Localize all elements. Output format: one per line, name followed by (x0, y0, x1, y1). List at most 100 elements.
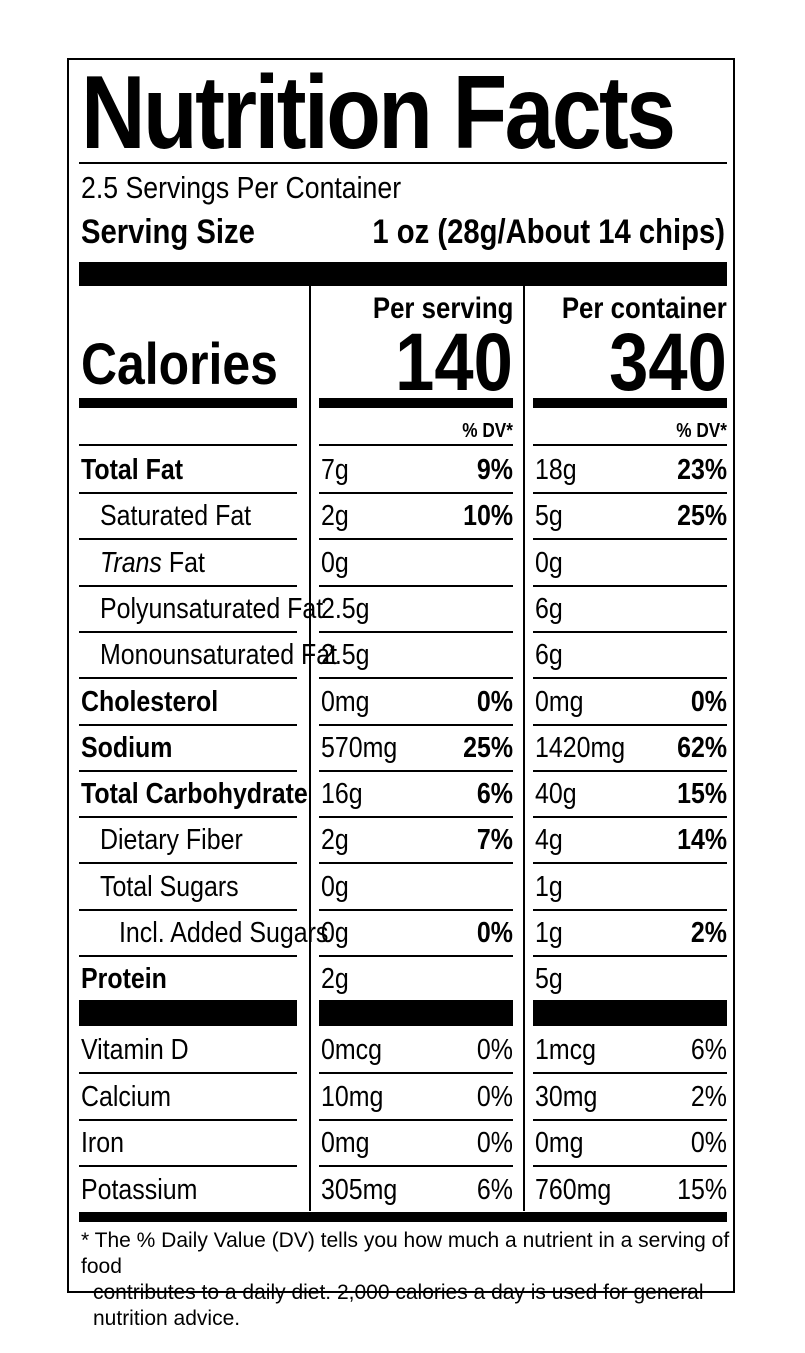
serving-size-value: 1 oz (28g/About 14 chips) (372, 213, 725, 251)
row-rule (79, 630, 297, 633)
nutrient-row: Total Fat 7g 9% 18g 23% (69, 448, 737, 494)
container-amount: 6g (535, 592, 563, 625)
vitamin-bar-2 (319, 1000, 513, 1026)
serving-dv-percent: 25% (463, 731, 513, 764)
row-rule (319, 723, 513, 726)
container-amount: 5g (535, 963, 563, 996)
container-dv-percent (625, 541, 727, 585)
row-rule (79, 1072, 297, 1074)
container-dv-percent: 15% (677, 778, 727, 811)
nutrient-row: Sodium 570mg 25% 1420mg 62% (69, 726, 737, 772)
container-amount: 5g (535, 500, 563, 533)
dv-header-serving: % DV* (462, 420, 513, 442)
vitamin-row: Iron 0mg 0% 0mg 0% (69, 1121, 737, 1167)
container-amount: 0mg (535, 685, 584, 718)
row-rule (533, 538, 727, 541)
label-title: Nutrition Facts (81, 55, 676, 171)
row-rule (533, 769, 727, 772)
row-rule (533, 630, 727, 633)
dv-rule-2 (319, 444, 513, 446)
serving-dv-percent (409, 633, 513, 677)
serving-amount: 0g (321, 546, 349, 579)
serving-dv-percent: 7% (476, 824, 513, 857)
serving-dv-percent: 0% (476, 1080, 513, 1113)
container-dv-percent (625, 587, 727, 631)
nutrient-row: Cholesterol 0mg 0% 0mg 0% (69, 680, 737, 726)
serving-dv-percent (409, 541, 513, 585)
container-amount: 40g (535, 778, 577, 811)
nutrient-label: Cholesterol (81, 685, 219, 718)
dv-header-container: % DV* (676, 420, 727, 442)
container-dv-percent: 0% (690, 1127, 727, 1159)
footnote-line-2: contributes to a daily diet. 2,000 calor… (93, 1281, 704, 1330)
container-dv-percent (625, 865, 727, 909)
serving-amount: 305mg (321, 1173, 398, 1206)
nutrient-label: Dietary Fiber (100, 824, 243, 857)
row-rule (79, 862, 297, 865)
footnote-line-1: * The % Daily Value (DV) tells you how m… (81, 1229, 730, 1278)
nutrient-row: Dietary Fiber 2g 7% 4g 14% (69, 818, 737, 865)
row-rule (319, 492, 513, 494)
serving-dv-percent (409, 865, 513, 909)
serving-amount: 0g (321, 917, 349, 949)
container-dv-percent: 2% (690, 917, 727, 949)
calories-bar-1 (79, 398, 297, 408)
nutrient-label: Total Carbohydrate (81, 778, 308, 811)
serving-amount: 2.5g (321, 592, 370, 625)
serving-dv-percent (409, 957, 513, 1001)
calories-bar-2 (319, 398, 513, 408)
row-rule (79, 584, 297, 587)
row-rule (79, 1165, 297, 1167)
serving-amount: 2g (321, 500, 349, 533)
row-rule (79, 908, 297, 911)
serving-dv-percent: 0% (476, 1127, 513, 1159)
row-rule (79, 769, 297, 772)
container-dv-percent: 6% (690, 1034, 727, 1066)
row-rule (319, 816, 513, 819)
row-rule (319, 677, 513, 680)
dv-rule-3 (533, 444, 727, 446)
row-rule (533, 1118, 727, 1121)
thick-divider-top (79, 262, 727, 286)
column-divider-1 (309, 286, 311, 1211)
row-rule (319, 1072, 513, 1074)
container-dv-percent: 62% (677, 731, 727, 764)
row-rule (533, 723, 727, 726)
row-rule (79, 955, 297, 957)
serving-dv-percent: 6% (476, 1173, 513, 1206)
row-rule (319, 862, 513, 865)
container-amount: 6g (535, 639, 563, 672)
serving-dv-percent: 10% (463, 500, 513, 533)
serving-amount: 0mg (321, 1127, 370, 1159)
row-rule (533, 1165, 727, 1167)
nutrient-row: Incl. Added Sugars 0g 0% 1g 2% (69, 911, 737, 957)
nutrient-label: Saturated Fat (100, 500, 252, 533)
nutrient-row: Total Sugars 0g 1g (69, 865, 737, 911)
row-rule (79, 1118, 297, 1121)
container-amount: 30mg (535, 1080, 598, 1113)
nutrient-row: Monounsaturated Fat 2.5g 6g (69, 633, 737, 680)
container-amount: 1mcg (535, 1034, 596, 1066)
container-amount: 760mg (535, 1173, 612, 1206)
thick-divider-bottom (79, 1212, 727, 1222)
calories-per-serving: 140 (395, 317, 513, 408)
row-rule (319, 1118, 513, 1121)
row-rule (533, 584, 727, 587)
row-rule (533, 816, 727, 819)
row-rule (319, 1165, 513, 1167)
container-amount: 0g (535, 546, 563, 579)
nutrient-label: Total Fat (81, 454, 184, 486)
nutrient-row: Protein 2g 5g (69, 957, 737, 1003)
serving-dv-percent: 0% (476, 917, 513, 949)
nutrient-row: Saturated Fat 2g 10% 5g 25% (69, 494, 737, 541)
nutrient-row: Total Carbohydrate 16g 6% 40g 15% (69, 772, 737, 819)
container-dv-percent: 23% (677, 454, 727, 486)
row-rule (533, 1072, 727, 1074)
serving-dv-percent (409, 587, 513, 631)
nutrient-label: Sodium (81, 731, 173, 764)
vitamin-bar-1 (79, 1000, 297, 1026)
container-dv-percent: 15% (677, 1173, 727, 1206)
calories-label: Calories (81, 332, 278, 397)
row-rule (79, 538, 297, 541)
row-rule (533, 492, 727, 494)
